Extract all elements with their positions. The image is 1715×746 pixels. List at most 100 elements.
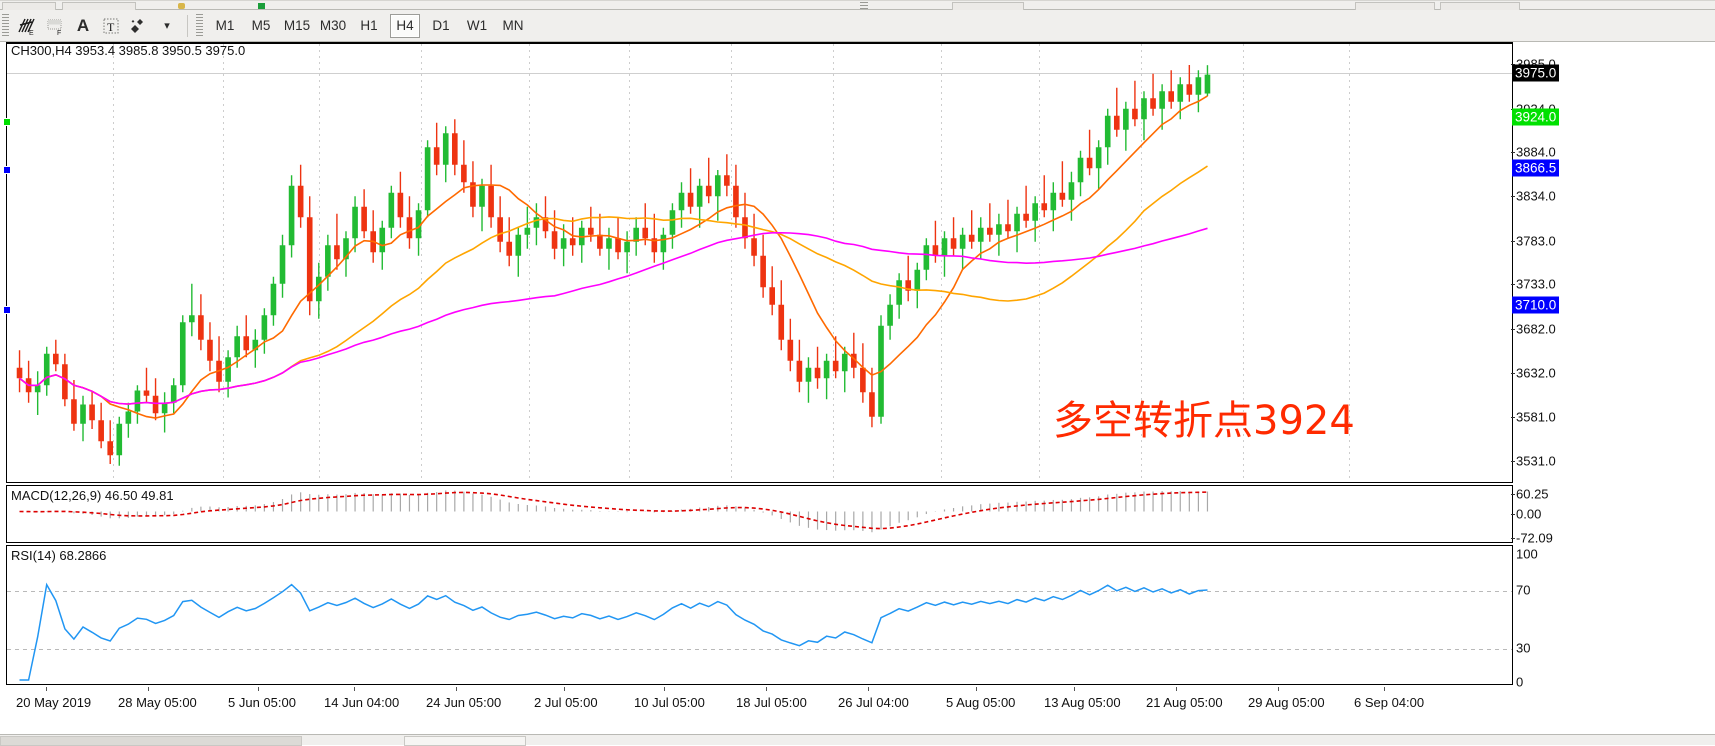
- price-series-svg: [16, 65, 1211, 466]
- time-tick: [1384, 687, 1385, 691]
- time-axis[interactable]: 20 May 2019 28 May 05:00 5 Jun 05:00 14 Jun…: [6, 687, 1513, 717]
- price-tick: [1511, 417, 1515, 419]
- chart-area[interactable]: CH300,H4 3953.4 3985.8 3950.5 3975.0: [0, 42, 1715, 745]
- price-tick: [1511, 152, 1515, 154]
- folder-icon[interactable]: [178, 3, 185, 9]
- time-tick: [354, 687, 355, 691]
- rsi-axis-label: 0: [1516, 674, 1524, 690]
- timeframe-button-m30[interactable]: M30: [319, 18, 347, 33]
- blue-level-tag-lower[interactable]: 3710.0: [1512, 296, 1560, 313]
- macd-axis-label: 0.00: [1516, 506, 1542, 522]
- toolbar-drag-grip[interactable]: [2, 13, 9, 38]
- time-axis-label: 13 Aug 05:00: [1044, 695, 1121, 710]
- time-tick: [564, 687, 565, 691]
- blue-level-tag-upper[interactable]: 3866.5: [1512, 159, 1560, 177]
- timeframe-button-h4[interactable]: H4: [390, 13, 420, 38]
- timeframe-button-m1[interactable]: M1: [215, 18, 235, 33]
- svg-text:T: T: [107, 20, 115, 34]
- rsi-level-30-line: [7, 649, 1512, 650]
- macd-pane[interactable]: MACD(12,26,9) 46.50 49.81: [6, 485, 1513, 543]
- grid-tool-icon[interactable]: F: [42, 13, 68, 39]
- chart-annotation-text: 多空转折点3924: [1053, 398, 1355, 444]
- price-pane[interactable]: CH300,H4 3953.4 3985.8 3950.5 3975.0: [3, 42, 1513, 483]
- label-glyph: T: [101, 16, 121, 36]
- crosshair-tool-icon[interactable]: E: [14, 13, 40, 39]
- shapes-glyph: [128, 16, 150, 36]
- upper-toolbar-strip[interactable]: [0, 0, 1715, 11]
- svg-text:E: E: [29, 30, 34, 36]
- price-tick: [1511, 284, 1515, 286]
- label-tool-icon[interactable]: T: [98, 13, 124, 39]
- toolbar-chip-3[interactable]: [508, 2, 530, 9]
- price-axis-label: 3834.0: [1516, 188, 1556, 204]
- green-level-tag[interactable]: 3924.0: [1512, 108, 1560, 126]
- grid-glyph: F: [45, 16, 65, 36]
- time-axis-label: 28 May 05:00: [118, 695, 197, 710]
- time-tick: [766, 687, 767, 691]
- rsi-pane-title: RSI(14) 68.2866: [11, 548, 107, 563]
- time-axis-label: 24 Jun 05:00: [426, 695, 502, 710]
- last-price-tag[interactable]: 3975.0: [1512, 64, 1560, 82]
- macd-series-svg: [19, 490, 1209, 533]
- main-toolbar: E F A T: [0, 10, 1715, 42]
- rsi-axis-label: 70: [1516, 582, 1531, 598]
- rsi-level-70-line: [7, 591, 1512, 592]
- price-axis-label: 3884.0: [1516, 144, 1556, 160]
- time-axis-label: 10 Jul 05:00: [634, 695, 705, 710]
- rsi-pane[interactable]: RSI(14) 68.2866: [6, 545, 1513, 685]
- timeframe-button-m15[interactable]: M15: [283, 18, 311, 33]
- rsi-series-svg: [19, 582, 1208, 681]
- text-tool-icon[interactable]: A: [76, 15, 90, 35]
- time-tick: [258, 687, 259, 691]
- time-tick: [1074, 687, 1075, 691]
- timeframe-button-w1[interactable]: W1: [466, 18, 488, 33]
- time-axis-label: 2 Jul 05:00: [534, 695, 598, 710]
- price-tick: [1511, 372, 1515, 374]
- macd-tick: [1511, 538, 1515, 539]
- macd-pane-title: MACD(12,26,9) 46.50 49.81: [11, 488, 174, 503]
- time-axis-label: 14 Jun 04:00: [324, 695, 400, 710]
- time-axis-label: 5 Aug 05:00: [946, 695, 1016, 710]
- time-axis-label: 21 Aug 05:00: [1146, 695, 1223, 710]
- macd-tick: [1511, 514, 1515, 515]
- price-pane-title: CH300,H4 3953.4 3985.8 3950.5 3975.0: [11, 43, 246, 58]
- time-tick: [1278, 687, 1279, 691]
- price-axis-label: 3682.0: [1516, 321, 1556, 337]
- timeframe-button-m5[interactable]: M5: [251, 18, 271, 33]
- rsi-axis-label: 30: [1516, 640, 1531, 656]
- price-tick: [1511, 329, 1515, 330]
- price-tick: [1511, 461, 1515, 463]
- time-axis-label: 26 Jul 04:00: [838, 695, 909, 710]
- svg-text:F: F: [57, 30, 61, 36]
- shapes-tool-icon[interactable]: [126, 13, 152, 39]
- price-axis-label: 3632.0: [1516, 365, 1556, 381]
- price-tick: [1511, 240, 1515, 242]
- time-tick: [868, 687, 869, 691]
- price-axis-label: 3733.0: [1516, 276, 1556, 292]
- time-axis-label: 6 Sep 04:00: [1354, 695, 1425, 710]
- timeframe-button-d1[interactable]: D1: [432, 18, 450, 33]
- timeframe-button-mn[interactable]: MN: [502, 18, 524, 33]
- time-tick: [46, 687, 47, 691]
- timeframe-button-group: M1 M5 M15 M30 H1 H4 D1 W1 MN: [207, 13, 531, 38]
- time-axis-label: 29 Aug 05:00: [1248, 695, 1325, 710]
- time-tick: [1176, 687, 1177, 691]
- status-cell-2[interactable]: [310, 736, 400, 744]
- status-bar[interactable]: [0, 734, 1715, 746]
- toolbar-separator-1: [187, 14, 188, 37]
- timeframe-button-h1[interactable]: H1: [360, 18, 378, 33]
- time-tick: [148, 687, 149, 691]
- rsi-axis-label: 100: [1516, 546, 1538, 562]
- price-tick: [1511, 196, 1515, 197]
- green-square-icon[interactable]: [258, 3, 265, 9]
- macd-axis-label: 60.25: [1516, 486, 1549, 502]
- crosshair-glyph: E: [17, 16, 37, 36]
- time-axis-label: 20 May 2019: [16, 695, 92, 710]
- time-axis-label: 18 Jul 05:00: [736, 695, 807, 710]
- toolbar-grip[interactable]: [860, 2, 868, 9]
- shapes-dropdown-icon[interactable]: ▾: [164, 20, 170, 32]
- time-axis-label: 5 Jun 05:00: [228, 695, 296, 710]
- price-axis-label: 3581.0: [1516, 409, 1556, 425]
- timeframe-group-grip[interactable]: [196, 13, 203, 38]
